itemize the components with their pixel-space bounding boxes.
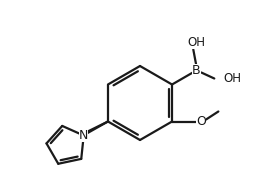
Text: OH: OH [187,36,205,49]
Text: N: N [79,129,88,142]
Text: N: N [79,129,88,142]
Text: OH: OH [223,72,241,85]
Text: B: B [192,64,201,77]
Text: O: O [196,115,206,128]
